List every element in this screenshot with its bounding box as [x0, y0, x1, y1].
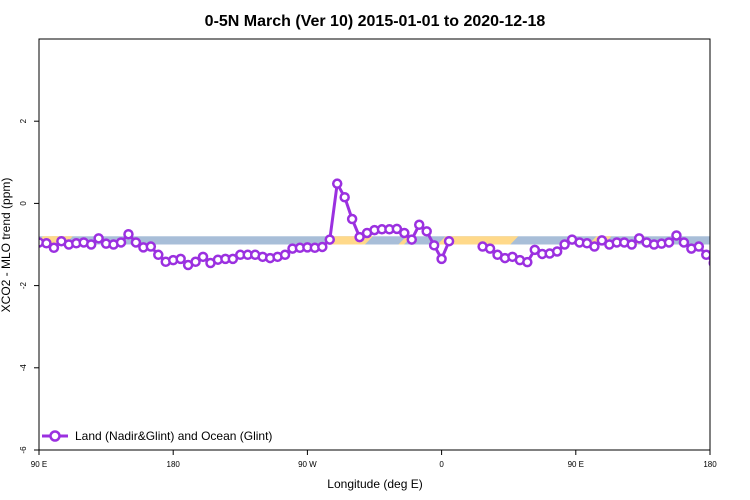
data-point — [671, 230, 682, 241]
legend-entry-label: Land (Nadir&Glint) and Ocean (Glint) — [75, 429, 272, 443]
data-point — [123, 228, 134, 240]
data-point — [693, 241, 705, 252]
y-tick-label: -6 — [19, 446, 28, 454]
data-point — [633, 233, 645, 244]
data-point — [663, 237, 675, 248]
data-point — [589, 241, 600, 252]
data-point — [85, 239, 97, 250]
data-point — [413, 219, 425, 231]
data-point — [130, 237, 142, 248]
y-tick-label: 0 — [19, 201, 28, 206]
data-point — [331, 178, 343, 189]
data-point — [428, 240, 440, 251]
data-point — [175, 253, 186, 265]
data-point — [522, 256, 533, 268]
plot-frame — [38, 38, 711, 451]
data-point — [391, 223, 403, 235]
data-point — [339, 191, 350, 203]
data-point — [559, 239, 570, 250]
x-axis: 90 E 180 90 W 0 90 E 180 — [31, 450, 717, 469]
data-point — [399, 227, 410, 239]
data-point — [436, 253, 447, 265]
data-point — [93, 233, 104, 244]
y-axis: -6 -4 -2 0 2 — [19, 118, 39, 454]
series-layer — [39, 178, 710, 271]
data-point — [145, 241, 157, 252]
y-tick-label: -4 — [19, 364, 28, 372]
data-point — [279, 249, 291, 261]
data-point — [48, 242, 60, 254]
data-point — [41, 238, 52, 249]
legend: Land (Nadir&Glint) and Ocean (Glint) — [42, 429, 272, 443]
data-point — [317, 241, 328, 253]
y-axis-label: XCO2 - MLO trend (ppm) — [0, 178, 13, 313]
ocean-band — [39, 236, 710, 245]
y-tick-label: -2 — [19, 281, 28, 289]
data-point — [678, 237, 690, 248]
data-point — [596, 235, 608, 246]
data-point — [227, 253, 239, 265]
chart-title: 0-5N March (Ver 10) 2015-01-01 to 2020-1… — [205, 13, 546, 30]
x-tick-label: 90 W — [298, 460, 317, 469]
x-tick-label: 0 — [439, 460, 444, 469]
x-axis-label: Longitude (deg E) — [327, 477, 422, 491]
data-point — [484, 243, 496, 254]
data-point — [708, 259, 710, 267]
y-tick-label: 2 — [19, 118, 28, 123]
data-point — [346, 213, 358, 225]
legend-point-marker — [49, 430, 61, 442]
data-point — [406, 234, 418, 245]
x-tick-label: 180 — [703, 460, 717, 469]
x-tick-label: 90 E — [31, 460, 47, 469]
data-point — [443, 235, 455, 247]
data-point — [115, 237, 127, 248]
x-tick-label: 180 — [167, 460, 181, 469]
data-point — [701, 249, 710, 261]
x-tick-label: 90 E — [568, 460, 584, 469]
data-point — [626, 239, 637, 250]
data-point — [197, 251, 209, 263]
data-point — [190, 256, 201, 268]
data-point — [529, 244, 541, 256]
data-point — [421, 226, 432, 237]
data-point — [551, 246, 563, 257]
land-band-segment — [437, 236, 519, 245]
data-point — [354, 231, 365, 243]
data-point — [324, 234, 336, 245]
data-point — [153, 249, 164, 261]
